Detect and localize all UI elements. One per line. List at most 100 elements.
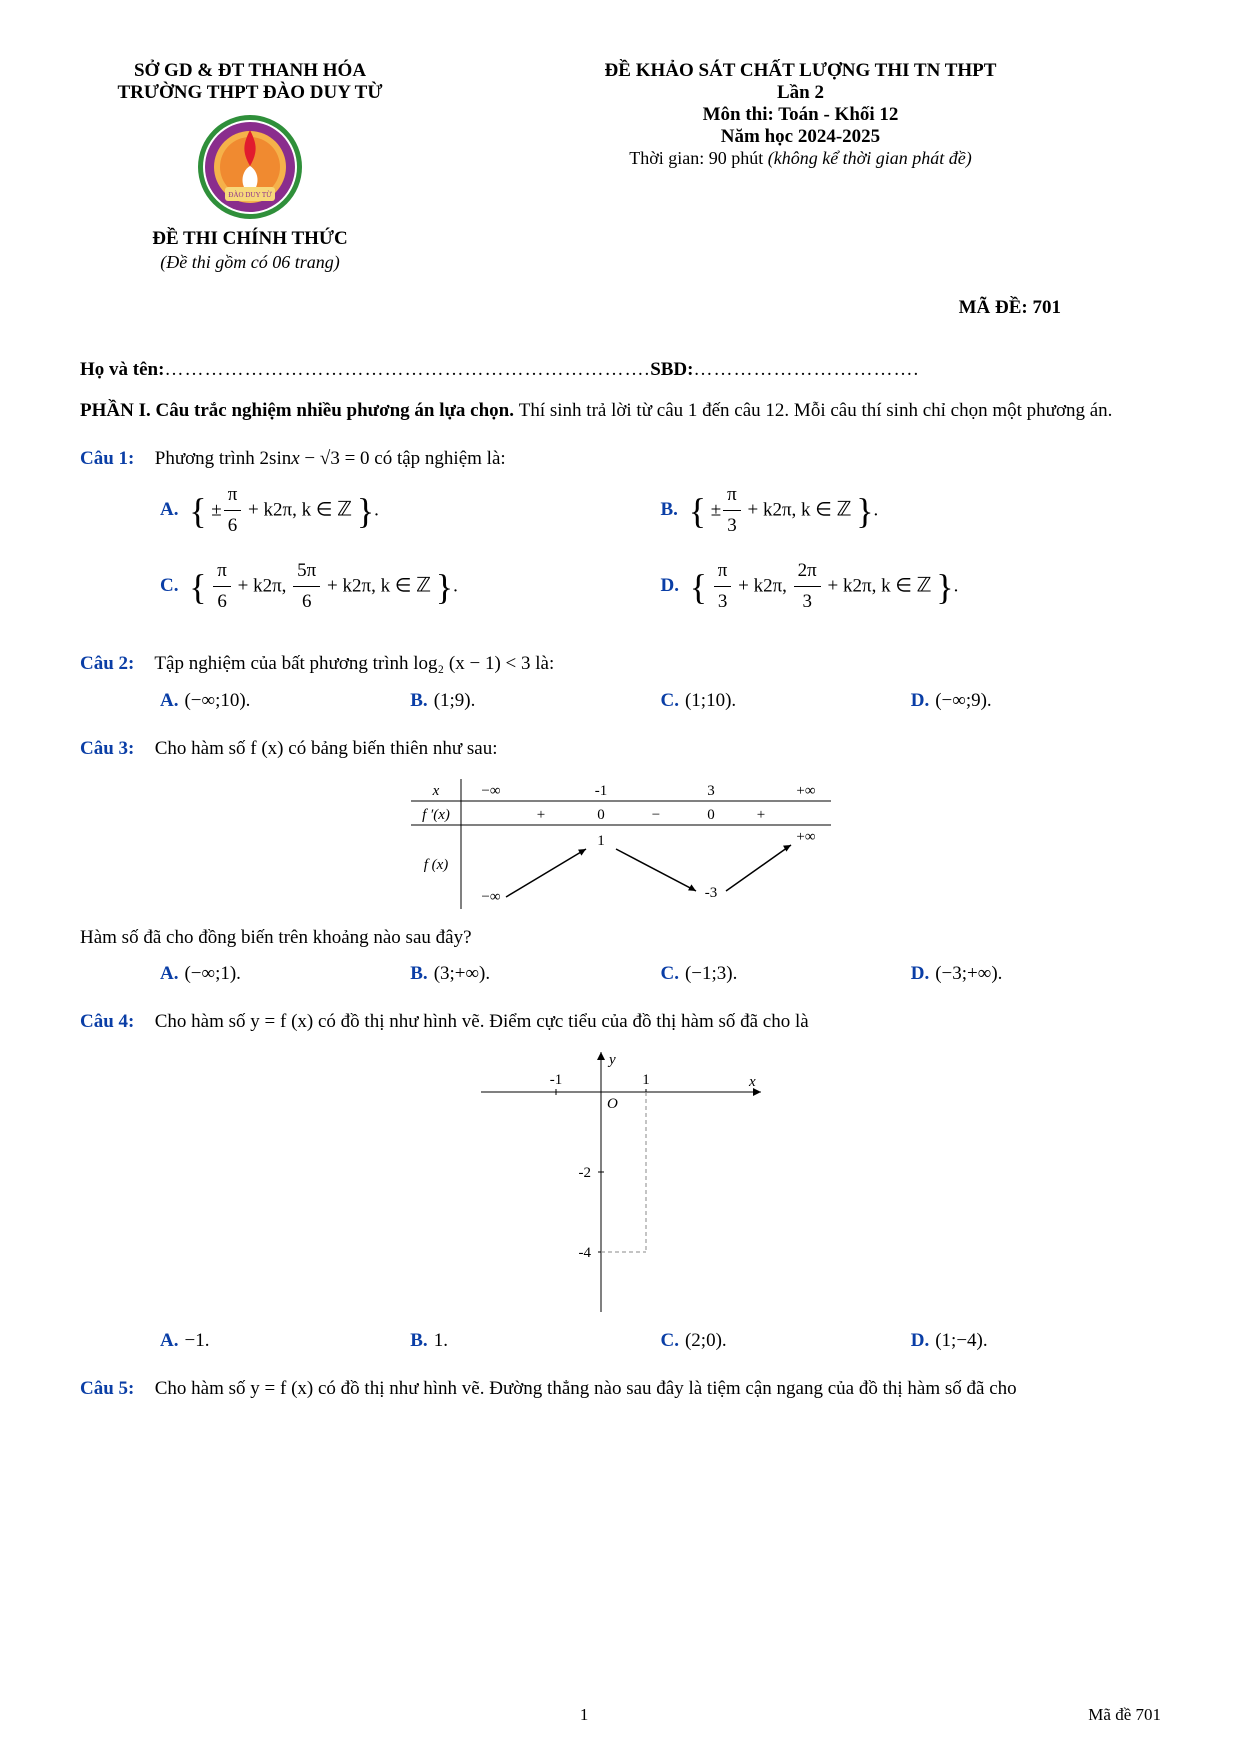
q3-options: A.(−∞;1). B.(3;+∞). C.(−1;3). D.(−3;+∞). [80,959,1161,989]
svg-text:f ′(x): f ′(x) [422,807,450,823]
q3-text: Cho hàm số f (x) có bảng biến thiên như … [155,738,498,759]
q4-label: Câu 4: [80,1007,150,1037]
q1A-tail: + k2π, k ∈ [243,499,337,520]
q2-text: Tập nghiệm của bất phương trình log₂ (x … [154,653,554,674]
brace-r: } [357,491,374,531]
q1-label: Câu 1: [80,444,150,474]
q2-opt-A: A.(−∞;10). [160,686,410,716]
q2-label: Câu 2: [80,649,150,679]
q3-opt-A: A.(−∞;1). [160,959,410,989]
q3-after: Hàm số đã cho đồng biến trên khoảng nào … [80,923,1161,953]
svg-text:+∞: +∞ [796,783,815,799]
q2-opt-B: B.(1;9). [410,686,660,716]
question-2: Câu 2: Tập nghiệm của bất phương trình l… [80,649,1161,716]
question-3: Câu 3: Cho hàm số f (x) có bảng biến thi… [80,734,1161,989]
svg-text:3: 3 [707,783,715,799]
q1-opt-D: D. { π3 + k2π, 2π3 + k2π, k ∈ ℤ }. [661,556,1162,618]
q2-opt-C: C.(1;10). [661,686,911,716]
q5-text: Cho hàm số y = f (x) có đồ thị như hình … [155,1378,1017,1399]
q3-table-wrap: x f ′(x) f (x) −∞ -1 3 +∞ +0 − 0 + −∞ 1 -3 +∞ [80,779,1161,909]
question-4: Câu 4: Cho hàm số y = f (x) có đồ thị nh… [80,1007,1161,1356]
svg-text:−∞: −∞ [481,783,500,799]
svg-text:1: 1 [642,1072,650,1088]
q4-opt-A: A.−1. [160,1326,410,1356]
svg-text:y: y [607,1052,616,1068]
sbd-label: SBD: [650,359,693,380]
q1-opt-A: A. { ±π6 + k2π, k ∈ ℤ }. [160,480,661,542]
exam-year: Năm học 2024-2025 [440,126,1161,148]
svg-text:−∞: −∞ [481,889,500,905]
q3-label: Câu 3: [80,734,150,764]
q1-opt-C: C. { π6 + k2π, 5π6 + k2π, k ∈ ℤ }. [160,556,661,618]
exam-time: Thời gian: 90 phút (không kể thời gian p… [440,148,1161,169]
dept-line: SỞ GD & ĐT THANH HÓA [80,60,420,82]
header: SỞ GD & ĐT THANH HÓA TRƯỜNG THPT ĐÀO DUY… [80,60,1161,273]
q1-var: x [291,448,299,469]
opt-label-A: A. [160,499,178,520]
q1-text-prefix: Phương trình 2sin [155,448,291,469]
made-code: MÃ ĐỀ: 701 [80,297,1061,319]
svg-text:0: 0 [597,807,605,823]
time-prefix: Thời gian: 90 phút [629,148,768,168]
svg-text:-1: -1 [549,1072,562,1088]
svg-text:−: − [651,807,659,823]
sbd-dots: ……………………………. [693,359,919,380]
q1A-set: ℤ [337,498,352,520]
brace-l: { [189,491,206,531]
svg-text:-1: -1 [594,783,607,799]
q5-label: Câu 5: [80,1374,150,1404]
svg-text:f (x): f (x) [423,857,448,873]
name-line: Họ và tên:……………………………………………………………….SBD:…… [80,359,1161,381]
exam-page: SỞ GD & ĐT THANH HÓA TRƯỜNG THPT ĐÀO DUY… [0,0,1241,1755]
opt-label-D: D. [661,575,679,596]
svg-text:+: + [756,807,764,823]
q2-opt-D: D.(−∞;9). [911,686,1161,716]
q1A-prefix: ± [211,499,221,520]
q4-text: Cho hàm số y = f (x) có đồ thị như hình … [155,1011,809,1032]
name-label: Họ và tên: [80,359,164,380]
svg-text:-2: -2 [578,1165,591,1181]
footer-made: Mã đề 701 [1088,1705,1161,1725]
page-footer: 1 Mã đề 701 [80,1705,1161,1725]
svg-text:ĐÀO DUY TỪ: ĐÀO DUY TỪ [228,191,272,199]
function-graph: x y O -1 1 -2 -4 [481,1052,761,1312]
header-right: ĐỀ KHẢO SÁT CHẤT LƯỢNG THI TN THPT Lần 2… [440,60,1161,273]
school-line: TRƯỜNG THPT ĐÀO DUY TỪ [80,82,420,104]
section-intro: PHẦN I. Câu trắc nghiệm nhiều phương án … [80,397,1161,426]
pages-note: (Đề thi gồm có 06 trang) [80,252,420,273]
official-label: ĐỀ THI CHÍNH THỨC [80,228,420,250]
q4-opt-C: C.(2;0). [661,1326,911,1356]
q1-text-middle: − √3 = 0 có tập nghiệm là: [300,448,506,469]
opt-label-C: C. [160,575,178,596]
svg-text:x: x [431,783,439,799]
svg-text:0: 0 [707,807,715,823]
q1A-frac: π6 [224,480,242,542]
q1-opt-B: B. { ±π3 + k2π, k ∈ ℤ }. [661,480,1162,542]
header-left: SỞ GD & ĐT THANH HÓA TRƯỜNG THPT ĐÀO DUY… [80,60,420,273]
exam-title-1: ĐỀ KHẢO SÁT CHẤT LƯỢNG THI TN THPT [440,60,1161,82]
exam-subject: Môn thi: Toán - Khối 12 [440,104,1161,126]
q3-opt-B: B.(3;+∞). [410,959,660,989]
page-number: 1 [580,1705,589,1725]
q4-opt-B: B.1. [410,1326,660,1356]
logo-svg: ĐÀO DUY TỪ [195,112,305,222]
svg-text:-4: -4 [578,1245,591,1261]
svg-text:x: x [748,1074,756,1090]
q3-opt-D: D.(−3;+∞). [911,959,1161,989]
question-1: Câu 1: Phương trình 2sinx − √3 = 0 có tậ… [80,444,1161,632]
q2-options: A.(−∞;10). B.(1;9). C.(1;10). D.(−∞;9). [80,686,1161,716]
q4-graph-wrap: x y O -1 1 -2 -4 [80,1052,1161,1312]
svg-text:-3: -3 [704,885,717,901]
opt-label-B: B. [661,499,678,520]
time-note: (không kể thời gian phát đề) [768,148,972,168]
variation-table: x f ′(x) f (x) −∞ -1 3 +∞ +0 − 0 + −∞ 1 -3 +∞ [411,779,831,909]
q1-options: A. { ±π6 + k2π, k ∈ ℤ }. B. { ±π3 + k2π,… [80,480,1161,632]
svg-text:+∞: +∞ [796,829,815,845]
svg-text:+: + [536,807,544,823]
q4-options: A.−1. B.1. C.(2;0). D.(1;−4). [80,1326,1161,1356]
svg-text:1: 1 [597,833,605,849]
name-dots: ………………………………………………………………. [164,359,650,380]
svg-text:O: O [607,1096,618,1112]
school-logo: ĐÀO DUY TỪ [80,112,420,222]
section-rest: Thí sinh trả lời từ câu 1 đến câu 12. Mỗ… [519,400,1113,421]
